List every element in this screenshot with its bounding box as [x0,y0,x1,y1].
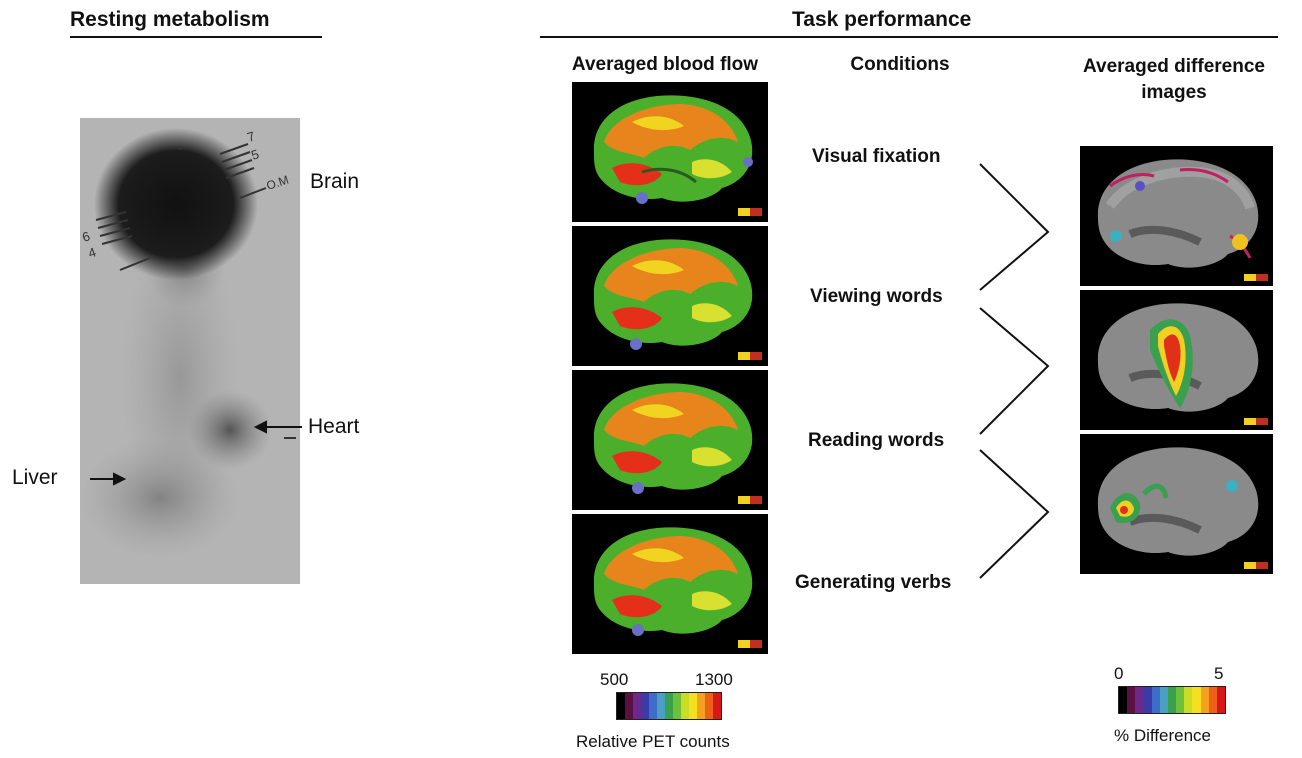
film-mark-7: 7 [245,128,257,145]
column-header-conditions: Conditions [850,54,950,75]
condition-generating-verbs: Generating verbs [795,572,952,593]
blood-flow-panel [572,82,768,222]
column-header-difference: Averaged difference images [1083,56,1265,103]
label-brain: Brain [310,170,360,193]
pet-colorbar [616,692,722,720]
left-title-underline [70,36,322,38]
diff-scale-label: % Difference [1114,726,1212,745]
pet-scale-min: 500 [600,670,629,689]
right-title: Task performance [792,8,972,31]
label-liver: Liver [12,466,58,489]
autoradiograph-image: 7 5 6 4 O.M [80,118,300,584]
diff-scale-min: 0 [1114,664,1124,683]
diff-scale-max: 5 [1214,664,1224,683]
blood-flow-panel [572,370,768,510]
condition-reading-words: Reading words [808,430,945,451]
diff-colorbar [1118,686,1226,714]
blood-flow-panel [572,226,768,366]
difference-panel [1080,290,1273,430]
difference-panel [1080,434,1273,574]
left-title: Resting metabolism [70,8,270,31]
condition-viewing-words: Viewing words [810,286,943,307]
film-mark-5: 5 [249,146,261,163]
label-heart: Heart [308,415,360,438]
column-header-blood-flow: Averaged blood flow [571,54,759,75]
condition-visual-fixation: Visual fixation [812,146,941,167]
right-title-underline [540,36,1278,38]
pet-scale-label: Relative PET counts [576,732,730,751]
film-mark-om: O.M [265,173,291,193]
film-mark-4: 4 [86,244,98,261]
pointer-arrows [90,420,302,486]
condition-connectors [979,163,1050,579]
pet-scale-max: 1300 [695,670,733,689]
film-mark-6: 6 [80,228,92,245]
blood-flow-panel [572,514,768,654]
difference-panel [1080,146,1273,286]
